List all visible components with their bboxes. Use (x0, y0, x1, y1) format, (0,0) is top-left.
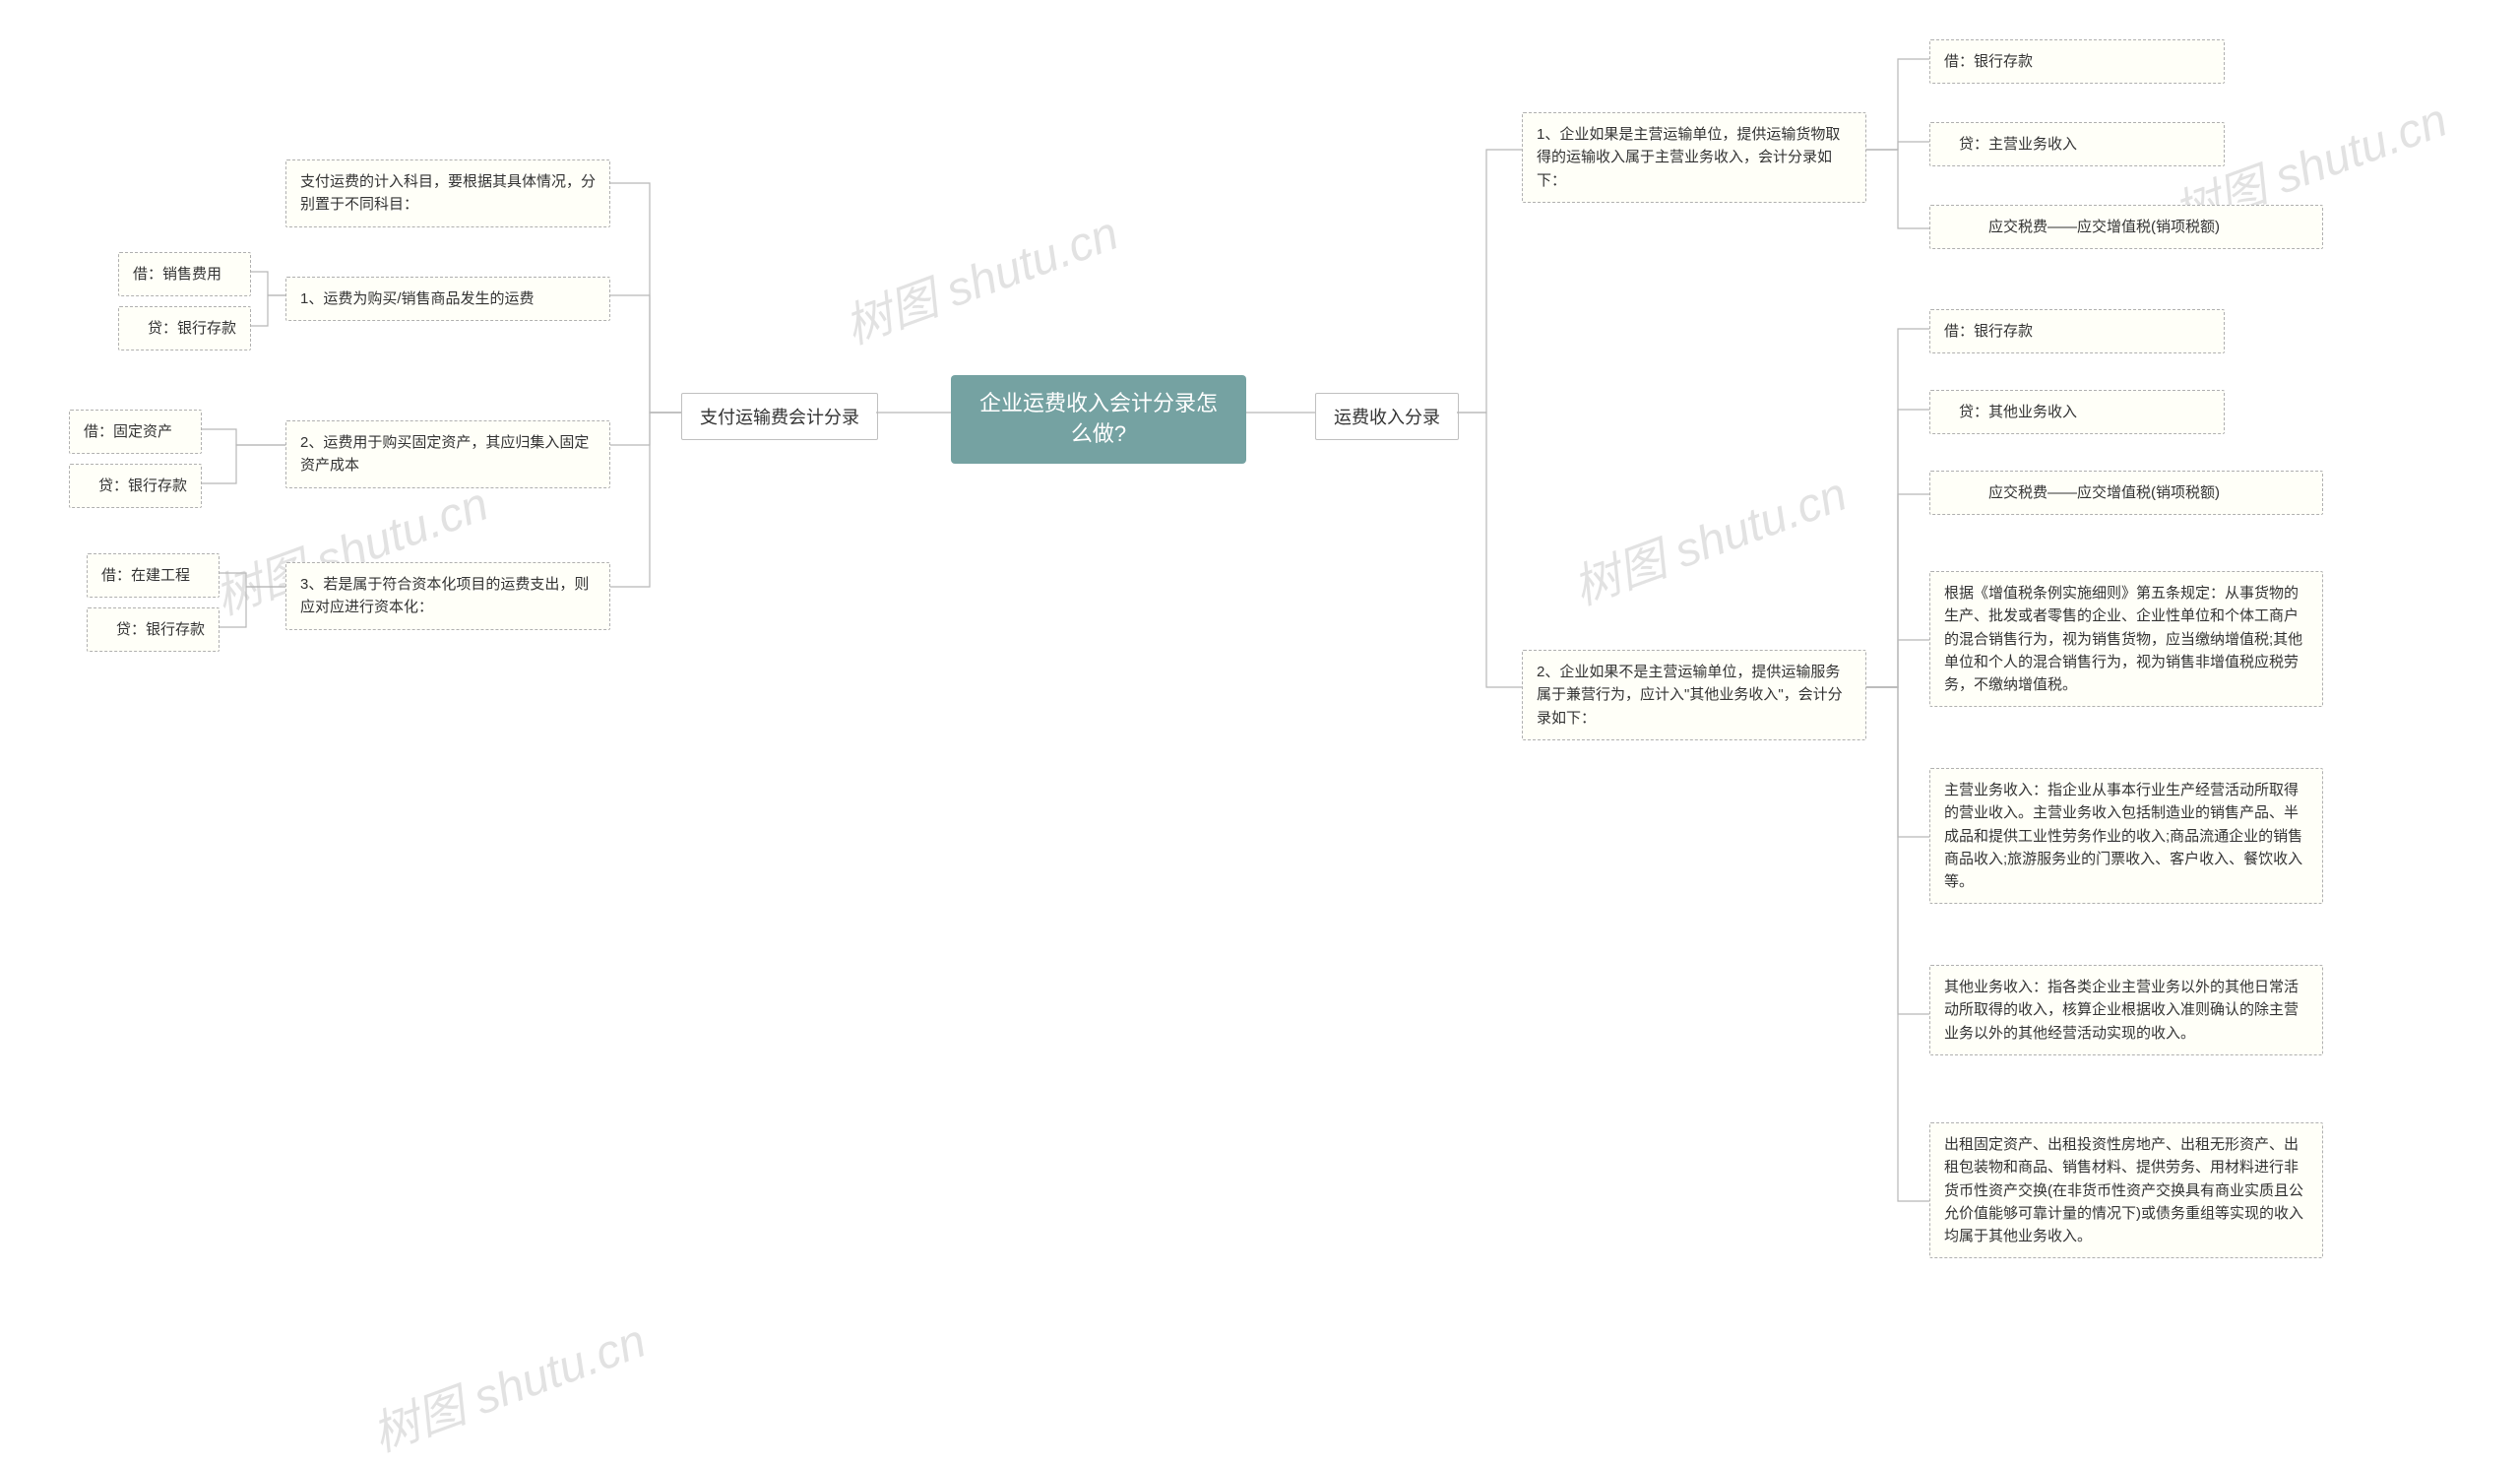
branch-right: 运费收入分录 (1315, 393, 1459, 440)
leaf-l3: 3、若是属于符合资本化项目的运费支出，则应对应进行资本化： (285, 562, 610, 630)
leaf-l3-c1: 贷：银行存款 (87, 607, 220, 652)
leaf-l3-c0: 借：在建工程 (87, 553, 220, 598)
leaf-r1-c0: 借：银行存款 (1929, 39, 2225, 84)
leaf-l1-c1: 贷：银行存款 (118, 306, 251, 350)
leaf-r2-c2: 应交税费——应交增值税(销项税额) (1929, 471, 2323, 515)
leaf-r1: 1、企业如果是主营运输单位，提供运输货物取得的运输收入属于主营业务收入，会计分录… (1522, 112, 1866, 203)
leaf-r2-c0: 借：银行存款 (1929, 309, 2225, 353)
leaf-r2-c1: 贷：其他业务收入 (1929, 390, 2225, 434)
leaf-l1-c0: 借：销售费用 (118, 252, 251, 296)
leaf-r2-c6: 出租固定资产、出租投资性房地产、出租无形资产、出租包装物和商品、销售材料、提供劳… (1929, 1122, 2323, 1258)
leaf-r1-c2: 应交税费——应交增值税(销项税额) (1929, 205, 2323, 249)
leaf-r2-c3: 根据《增值税条例实施细则》第五条规定：从事货物的生产、批发或者零售的企业、企业性… (1929, 571, 2323, 707)
leaf-r2-c4: 主营业务收入：指企业从事本行业生产经营活动所取得的营业收入。主营业务收入包括制造… (1929, 768, 2323, 904)
leaf-l1: 1、运费为购买/销售商品发生的运费 (285, 277, 610, 321)
leaf-l2-c1: 贷：银行存款 (69, 464, 202, 508)
leaf-l2: 2、运费用于购买固定资产，其应归集入固定资产成本 (285, 420, 610, 488)
leaf-l0: 支付运费的计入科目，要根据其具体情况，分别置于不同科目： (285, 159, 610, 227)
leaf-l2-c0: 借：固定资产 (69, 410, 202, 454)
watermark: 树图 shutu.cn (834, 194, 1126, 356)
watermark: 树图 shutu.cn (361, 1302, 654, 1464)
root-node: 企业运费收入会计分录怎么做? (951, 375, 1246, 464)
watermark: 树图 shutu.cn (1562, 455, 1855, 617)
leaf-r1-c1: 贷：主营业务收入 (1929, 122, 2225, 166)
leaf-r2-c5: 其他业务收入：指各类企业主营业务以外的其他日常活动所取得的收入，核算企业根据收入… (1929, 965, 2323, 1055)
branch-left: 支付运输费会计分录 (681, 393, 878, 440)
leaf-r2: 2、企业如果不是主营运输单位，提供运输服务属于兼营行为，应计入"其他业务收入"，… (1522, 650, 1866, 740)
